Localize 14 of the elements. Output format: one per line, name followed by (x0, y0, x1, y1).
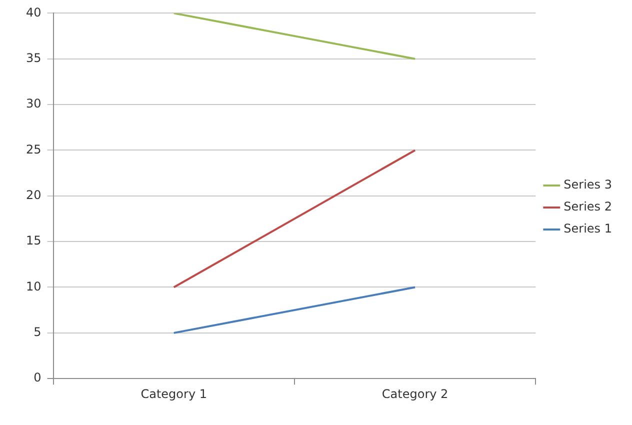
x-tick-label: Category 2 (382, 386, 448, 401)
y-tick-label: 35 (26, 51, 42, 65)
y-tick-label: 40 (26, 5, 42, 20)
y-tick-label: 5 (34, 325, 42, 340)
legend-label: Series 3 (564, 178, 612, 192)
legend-label: Series 1 (564, 222, 612, 236)
legend-label: Series 2 (564, 200, 612, 214)
y-tick-label: 25 (26, 142, 42, 156)
y-tick-label: 0 (34, 370, 42, 385)
y-tick-label: 15 (26, 234, 42, 248)
y-tick-label: 30 (26, 96, 42, 111)
y-tick-label: 20 (26, 188, 42, 202)
y-tick-label: 10 (26, 279, 42, 294)
x-tick-label: Category 1 (140, 386, 207, 401)
